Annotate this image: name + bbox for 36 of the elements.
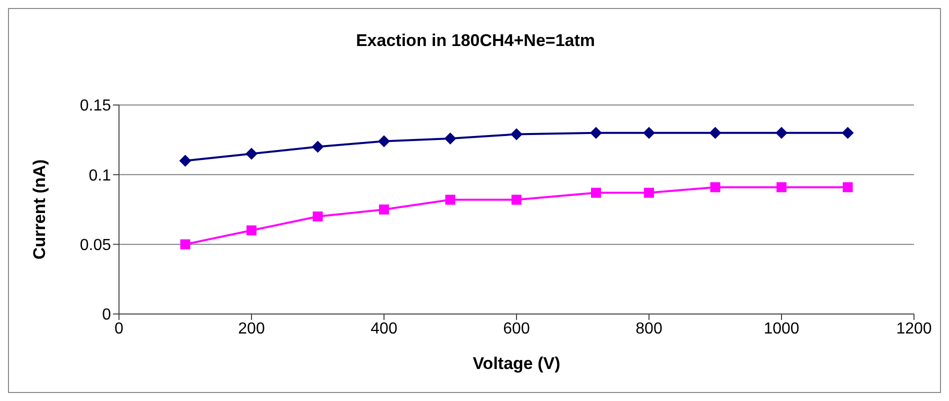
x-tick-label: 1200 (896, 320, 932, 338)
point (591, 188, 601, 198)
point (643, 126, 655, 139)
point (378, 135, 390, 148)
y-tick-label: 0.1 (88, 167, 112, 184)
point (776, 182, 786, 192)
point (246, 225, 256, 236)
point (445, 194, 456, 205)
point (379, 204, 389, 214)
x-tick-label: 1000 (764, 320, 800, 338)
x-tick-label: 600 (503, 320, 530, 338)
x-tick-label: 200 (238, 320, 265, 338)
point (312, 211, 323, 222)
point (709, 126, 722, 139)
point (710, 182, 720, 192)
y-tick-label: 0 (102, 306, 112, 324)
point (590, 126, 602, 139)
y-tick-label: 0.15 (80, 98, 112, 115)
x-axis-title: Voltage (V) (472, 354, 560, 373)
x-tick-label: 400 (370, 320, 398, 338)
y-tick-label: 0.05 (80, 237, 112, 254)
point (246, 148, 258, 160)
point (180, 239, 190, 250)
x-tick-label: 800 (636, 320, 662, 338)
chart-title: Exaction in 180CH4+Ne=1atm (354, 31, 596, 51)
point (842, 126, 854, 139)
point (842, 182, 853, 192)
point (512, 194, 522, 205)
point (444, 132, 456, 144)
point (179, 154, 192, 167)
point (776, 126, 788, 139)
x-tick-label: 0 (114, 320, 124, 338)
point (312, 140, 324, 153)
point (644, 188, 654, 198)
point (510, 128, 522, 140)
y-axis-title: Current (nA) (30, 159, 50, 260)
